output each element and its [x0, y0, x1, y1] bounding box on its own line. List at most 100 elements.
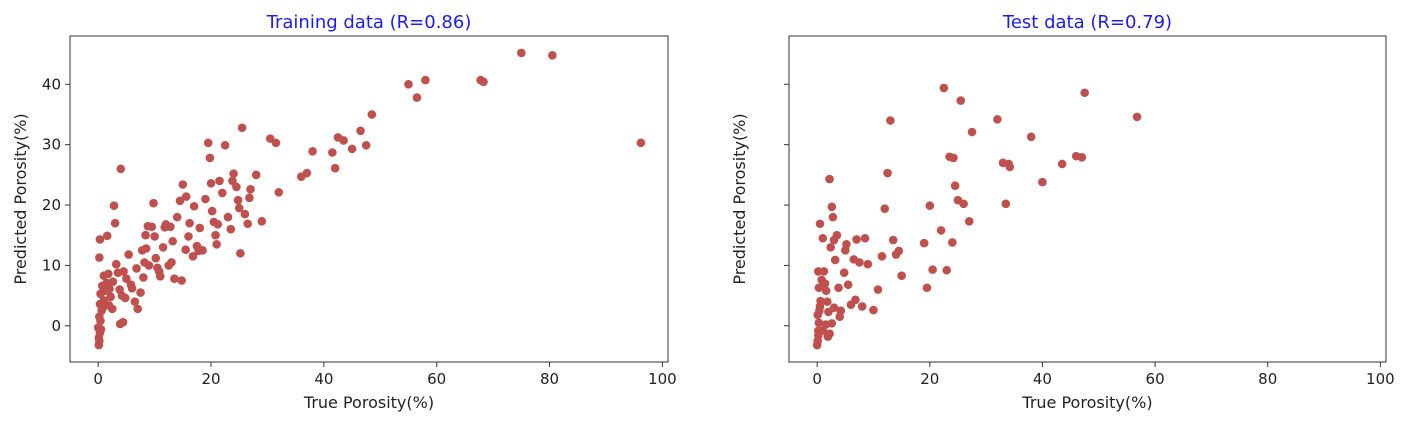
data-point — [897, 271, 906, 280]
data-point — [215, 176, 224, 186]
x-tick-label: 40 — [314, 370, 333, 388]
data-point — [839, 268, 849, 277]
data-point — [825, 329, 834, 338]
data-point — [108, 277, 118, 287]
data-point — [842, 239, 851, 249]
data-point — [919, 238, 929, 248]
y-tick-label: 20 — [42, 196, 61, 214]
data-point — [137, 246, 147, 255]
data-point — [308, 147, 317, 156]
data-point — [852, 235, 861, 244]
data-point — [835, 312, 844, 322]
data-point — [102, 231, 112, 241]
points-training — [93, 48, 646, 350]
data-point — [361, 140, 371, 150]
data-point — [194, 246, 203, 256]
data-point — [211, 230, 220, 240]
data-point — [141, 230, 150, 240]
data-point — [827, 202, 837, 212]
data-point — [815, 219, 825, 229]
data-point — [1038, 177, 1047, 187]
data-point — [1132, 112, 1142, 122]
data-point — [257, 217, 267, 226]
x-axis-label-test: True Porosity(%) — [1021, 393, 1152, 412]
data-point — [136, 288, 145, 297]
data-point — [233, 195, 243, 205]
x-tick-label: 100 — [1366, 370, 1395, 388]
data-point — [203, 138, 213, 148]
data-point — [956, 96, 966, 105]
data-point — [880, 204, 890, 213]
data-point — [105, 284, 114, 294]
data-point — [181, 245, 190, 255]
data-point — [820, 279, 830, 288]
data-point — [236, 249, 245, 258]
data-point — [108, 304, 117, 314]
data-point — [818, 326, 828, 335]
data-point — [925, 201, 935, 210]
data-point — [271, 138, 281, 148]
data-point — [942, 265, 951, 275]
data-point — [857, 302, 867, 311]
data-point — [828, 212, 838, 222]
data-point — [851, 295, 860, 305]
ticks-training: 0 20 40 60 80 100 0 10 20 30 40 — [42, 75, 677, 388]
data-point — [330, 163, 340, 173]
data-point — [213, 220, 223, 229]
data-point — [274, 188, 284, 197]
data-point — [964, 217, 974, 226]
data-point — [832, 230, 842, 240]
data-point — [1077, 153, 1087, 162]
data-point — [826, 242, 835, 252]
data-point — [168, 236, 177, 246]
data-point — [548, 51, 557, 60]
data-point — [894, 246, 904, 256]
data-point — [869, 305, 878, 315]
points-test — [812, 83, 1142, 350]
data-point — [106, 292, 115, 302]
data-point — [150, 232, 159, 241]
data-point — [189, 201, 199, 211]
data-point — [206, 179, 216, 188]
data-point — [149, 198, 158, 208]
data-point — [939, 83, 949, 93]
data-point — [347, 144, 357, 154]
data-point — [246, 185, 255, 194]
data-point — [814, 318, 824, 328]
data-point — [822, 297, 832, 306]
data-point — [229, 169, 238, 178]
data-point — [367, 110, 377, 119]
data-point — [886, 116, 895, 125]
data-point — [356, 126, 365, 136]
x-tick-label: 60 — [427, 370, 446, 388]
x-tick-label: 20 — [920, 370, 939, 388]
data-point — [818, 233, 828, 243]
data-point — [201, 194, 210, 204]
x-tick-label: 0 — [812, 370, 822, 388]
data-point — [240, 209, 250, 219]
x-axis-label-training: True Porosity(%) — [303, 393, 434, 412]
data-point — [302, 168, 312, 178]
ticks-test: 0 20 40 60 80 100 — [784, 83, 1395, 388]
x-tick-label: 40 — [1033, 370, 1052, 388]
data-point — [855, 258, 864, 267]
data-point — [1001, 199, 1011, 209]
data-point — [178, 180, 188, 189]
data-point — [118, 317, 128, 327]
data-point — [95, 235, 105, 244]
data-point — [1026, 132, 1036, 142]
chart-title-test: Test data (R=0.79) — [1002, 12, 1172, 33]
y-tick-label: 0 — [51, 317, 61, 335]
data-point — [96, 325, 106, 334]
data-point — [883, 168, 892, 178]
y-tick-label: 10 — [42, 256, 61, 274]
data-point — [110, 218, 120, 228]
data-point — [860, 233, 870, 243]
data-point — [1080, 88, 1089, 98]
data-point — [109, 201, 119, 210]
plot-frame-test — [788, 35, 1387, 363]
data-point — [133, 304, 142, 314]
data-point — [188, 252, 198, 261]
y-tick-label: 30 — [42, 136, 61, 154]
data-point — [151, 253, 161, 263]
